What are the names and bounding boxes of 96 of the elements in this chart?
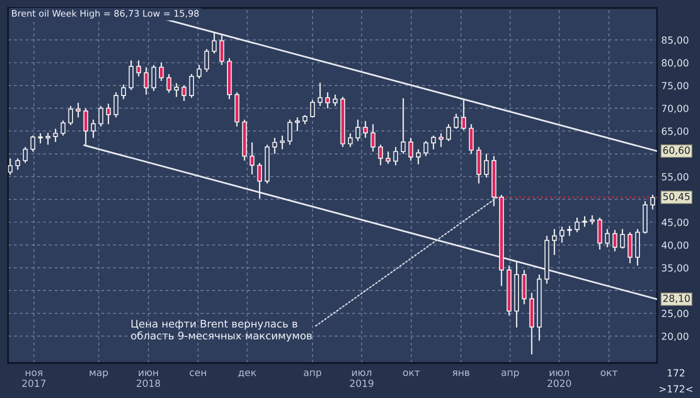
x-tick-label: окт xyxy=(600,370,618,376)
candlestick xyxy=(189,73,194,98)
candlestick xyxy=(46,132,50,146)
candlestick xyxy=(114,92,118,118)
candlestick xyxy=(219,34,224,66)
candlestick xyxy=(90,119,96,139)
candlestick xyxy=(461,99,466,131)
candlestick xyxy=(136,60,142,77)
x-tick-label: июл 2020 xyxy=(548,370,571,387)
candlestick xyxy=(325,92,330,109)
candlestick xyxy=(76,102,81,118)
y-tick-label: 35,00 xyxy=(662,264,688,273)
candlestick xyxy=(628,232,632,264)
candlestick xyxy=(280,134,285,150)
candlestick xyxy=(128,60,134,91)
candlestick xyxy=(204,48,210,72)
candlestick xyxy=(567,225,572,236)
x-tick-label: окт xyxy=(403,370,420,376)
y-tick-label: 75,00 xyxy=(662,82,688,90)
candlestick xyxy=(416,148,421,165)
candlestick xyxy=(408,137,414,162)
candlestick xyxy=(612,229,618,252)
candlestick xyxy=(302,114,308,125)
candlestick xyxy=(287,119,292,146)
candlestick xyxy=(393,146,398,166)
candlestick xyxy=(38,132,43,144)
candlestick xyxy=(386,150,390,164)
y-tick-label: 20,00 xyxy=(662,332,688,341)
x-tick-label: мар xyxy=(90,370,108,378)
candlestick xyxy=(106,103,111,125)
candlestick xyxy=(560,226,564,244)
candlestick xyxy=(212,31,217,54)
candlestick xyxy=(620,228,625,250)
candlestick xyxy=(318,82,322,107)
text: >172< xyxy=(660,385,692,392)
y-tick-label: 25,00 xyxy=(662,310,688,318)
candlestick xyxy=(182,84,186,102)
annotation: 28,10 xyxy=(663,294,690,304)
y-tick-label: 55,00 xyxy=(662,173,688,182)
candlestick xyxy=(166,73,172,94)
annotation: 50,45 xyxy=(663,192,690,202)
candlestick xyxy=(15,158,20,170)
candlestick xyxy=(468,124,474,154)
candlestick xyxy=(574,217,580,233)
candlestick xyxy=(196,64,202,80)
y-tick-label: 65,00 xyxy=(662,128,688,136)
y-tick-label: 45,00 xyxy=(662,218,688,228)
x-tick-label: ноя 2017 xyxy=(22,370,46,387)
candlestick xyxy=(400,98,406,154)
y-tick-label: 80,00 xyxy=(662,59,688,68)
candlestick xyxy=(332,94,338,107)
candlestick xyxy=(30,134,36,152)
x-tick-label: апр xyxy=(304,370,322,378)
candlestick xyxy=(378,144,383,166)
x-tick-label: дек xyxy=(238,370,256,378)
candlestick xyxy=(272,137,278,154)
y-tick-label: 40,00 xyxy=(662,241,688,250)
chart-title: Brent oil Week High = 86,73 Low = 15,98 xyxy=(12,10,199,19)
candlestick xyxy=(60,120,66,136)
candlestick xyxy=(158,62,164,82)
candlestick xyxy=(604,228,610,248)
candlestick xyxy=(424,140,428,157)
candlestick xyxy=(370,124,376,152)
candlestick xyxy=(174,82,179,98)
x-tick-label: сен xyxy=(190,370,206,376)
candlestick xyxy=(590,214,595,226)
candlestick xyxy=(295,116,300,132)
candlestick xyxy=(438,132,444,148)
x-tick-label: июн 2018 xyxy=(136,370,160,387)
candlestick xyxy=(484,153,489,178)
x-tick-label: янв xyxy=(452,370,470,376)
candlestick xyxy=(597,217,602,250)
annotation: 60,60 xyxy=(663,146,690,155)
candlestick xyxy=(68,105,74,126)
candlestick xyxy=(151,64,156,92)
candlestick xyxy=(363,120,368,139)
candlestick xyxy=(348,132,353,148)
candlestick xyxy=(257,162,262,200)
y-tick-label: 85,00 xyxy=(662,36,688,45)
candlestick xyxy=(53,128,58,143)
candlestick xyxy=(446,124,451,142)
x-tick-label: июл 2019 xyxy=(350,370,374,387)
y-tick-label: 70,00 xyxy=(662,104,688,114)
annotation: Цена нефти Brent вернулась в область 9-месячных максимумов xyxy=(131,320,312,342)
candlestick xyxy=(144,66,149,96)
candlestick xyxy=(356,119,360,142)
candlestick xyxy=(121,84,126,100)
candlestick xyxy=(454,113,459,130)
candlestick xyxy=(310,99,315,118)
candlestick xyxy=(98,105,104,128)
candlestick xyxy=(250,142,254,175)
x-tick-label: апр xyxy=(501,370,519,378)
candlestick xyxy=(431,134,436,150)
text: 172 xyxy=(668,369,684,376)
candlestick xyxy=(552,228,557,256)
candlestick xyxy=(22,146,28,164)
